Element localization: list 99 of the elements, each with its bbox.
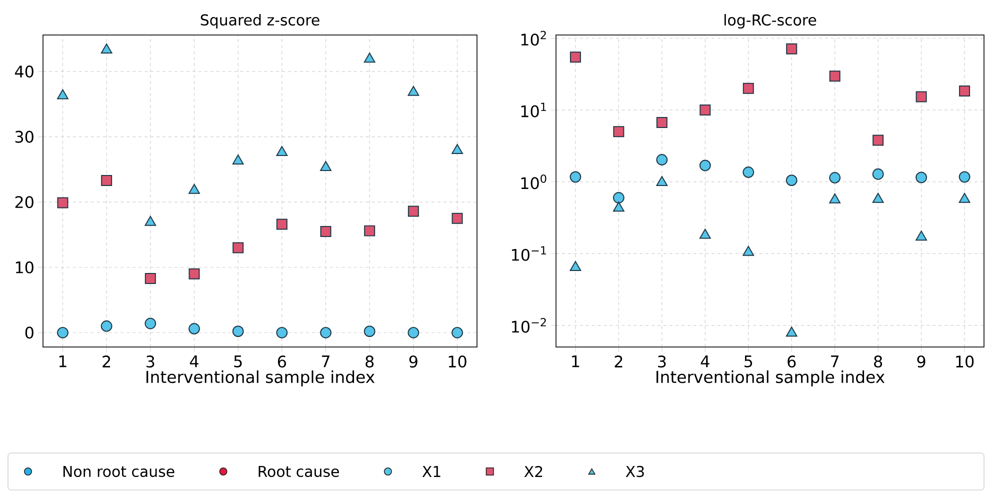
point: [188, 323, 200, 334]
point: [872, 168, 884, 180]
y-tick-label: 30: [15, 130, 34, 143]
point: [656, 176, 668, 186]
x-tick-label: 7: [322, 356, 330, 368]
x-axis-title: Interventional sample index: [146, 370, 375, 386]
x-tick-label: 3: [146, 356, 154, 368]
point: [959, 86, 970, 97]
point: [408, 326, 420, 338]
point: [276, 218, 288, 230]
point: [100, 320, 112, 332]
x-tick-label: 6: [278, 356, 286, 368]
point: [570, 261, 582, 272]
x-tick-label: 10: [956, 355, 974, 368]
point: [320, 226, 332, 237]
point: [742, 246, 754, 256]
point: [452, 144, 463, 154]
x-tick-label: 5: [744, 355, 752, 368]
y-tick-label: 10$^{−1}$: [512, 246, 546, 261]
y-tick-label: 10$^{0}$: [521, 174, 546, 190]
point: [570, 52, 581, 63]
point: [786, 43, 798, 54]
y-tick-label: 0: [25, 326, 34, 339]
point: [144, 318, 156, 330]
x-tick-label: 4: [190, 356, 198, 368]
x-tick-label: 2: [102, 356, 110, 368]
legend-label: Root cause: [258, 466, 339, 478]
point: [232, 242, 244, 254]
chart-title: log-RC-score: [724, 14, 816, 28]
chart-title: Squared z-score: [200, 14, 320, 28]
y-tick-label: 10$^{2}$: [521, 30, 546, 46]
point: [188, 184, 200, 194]
legend-label: X2: [524, 466, 542, 478]
y-tick-label: 20: [15, 196, 34, 208]
y-tick-label: 10$^{−2}$: [512, 318, 546, 333]
x-tick-label: 10: [448, 356, 466, 368]
x-tick-label: 3: [658, 355, 666, 368]
point: [700, 104, 711, 116]
x-tick-label: 5: [234, 356, 242, 368]
point: [958, 192, 970, 203]
point: [57, 89, 68, 100]
point: [57, 326, 68, 338]
point: [364, 326, 376, 338]
point: [452, 326, 463, 338]
y-tick-label: 10$^{1}$: [521, 102, 546, 118]
point: [829, 193, 841, 204]
point: [408, 206, 419, 217]
point: [232, 154, 244, 164]
point: [872, 192, 884, 203]
point: [916, 91, 927, 102]
x-tick-label: 8: [366, 356, 374, 368]
x-tick-label: 1: [59, 356, 66, 368]
point: [699, 228, 711, 239]
point: [612, 202, 624, 212]
x-tick-label: 7: [831, 355, 839, 368]
point: [232, 326, 244, 338]
point: [408, 86, 420, 96]
point: [916, 230, 928, 241]
point: [612, 192, 624, 204]
point: [452, 212, 463, 224]
y-tick-label: 10: [16, 261, 34, 274]
point: [786, 174, 798, 186]
point: [100, 44, 112, 54]
point: [829, 70, 840, 82]
point: [276, 326, 288, 338]
point: [57, 197, 68, 208]
point: [872, 134, 884, 146]
point: [699, 160, 711, 172]
legend-label: X1: [422, 466, 440, 477]
legend-label: X3: [626, 466, 644, 478]
point: [656, 117, 668, 128]
point: [570, 171, 582, 183]
x-tick-label: 9: [409, 356, 418, 368]
point: [829, 172, 841, 184]
point: [144, 216, 156, 226]
point: [364, 52, 376, 63]
point: [958, 171, 970, 183]
point: [144, 272, 156, 284]
point: [276, 146, 288, 156]
point: [742, 82, 754, 94]
x-tick-label: 4: [700, 355, 710, 368]
point: [613, 126, 624, 138]
x-tick-label: 1: [572, 355, 580, 368]
point: [101, 175, 112, 186]
point: [364, 225, 376, 236]
point: [188, 268, 200, 280]
x-tick-label: 2: [614, 355, 622, 368]
point: [786, 326, 798, 337]
x-tick-label: 8: [874, 355, 882, 368]
point: [742, 166, 754, 178]
x-axis-title: Interventional sample index: [656, 370, 885, 386]
point: [656, 154, 668, 166]
point: [320, 160, 332, 171]
x-tick-label: 9: [917, 355, 926, 368]
point: [320, 326, 332, 338]
y-tick-label: 40: [14, 66, 34, 78]
x-tick-label: 6: [788, 355, 796, 368]
legend-label: Non root cause: [63, 466, 174, 478]
point: [916, 172, 928, 184]
